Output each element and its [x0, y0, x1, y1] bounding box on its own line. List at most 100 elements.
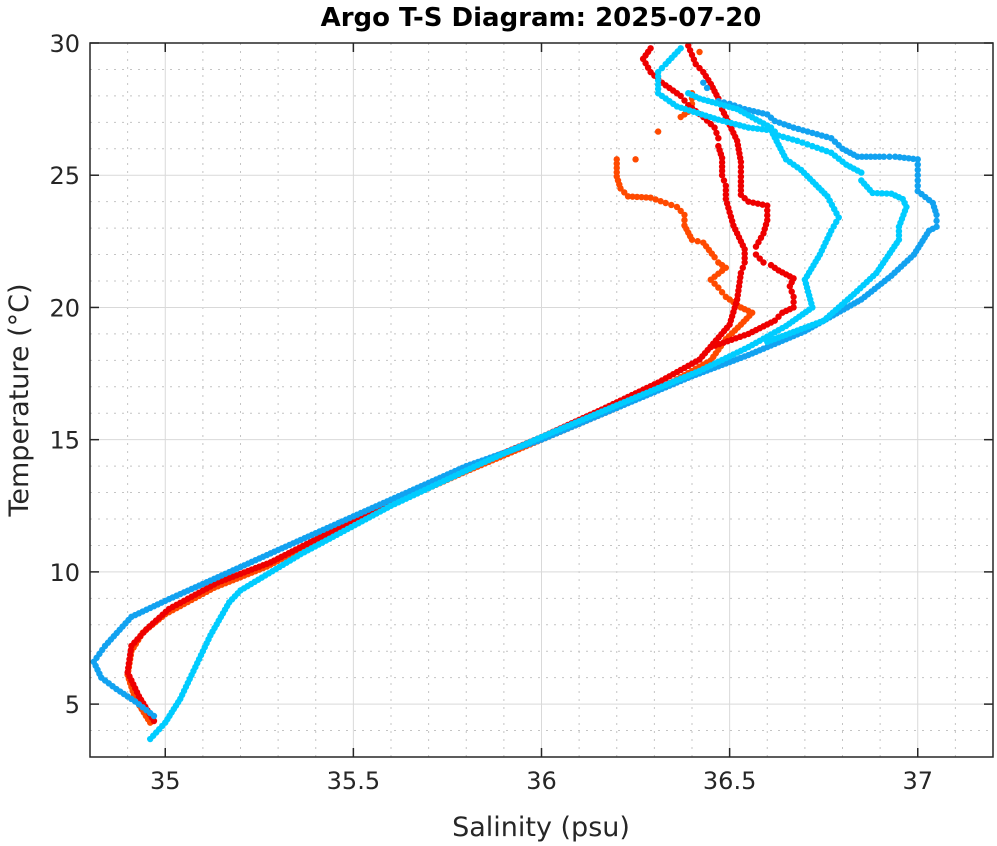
- y-tick-label: 20: [49, 294, 80, 322]
- data-point: [642, 194, 650, 201]
- axis-ticks: 35 35.5 36 36.5 37 5 10 15 20 25 30: [49, 30, 993, 795]
- data-point: [863, 153, 870, 160]
- data-point: [715, 135, 722, 142]
- data-point: [715, 259, 722, 266]
- data-point: [737, 182, 745, 190]
- data-point: [685, 90, 692, 97]
- data-point: [657, 198, 664, 205]
- data-point: [914, 187, 921, 195]
- data-point: [888, 190, 895, 197]
- data-point: [741, 259, 748, 266]
- data-point: [694, 238, 701, 245]
- data-point: [914, 166, 921, 174]
- x-tick-label: 36.5: [703, 767, 756, 795]
- data-point: [878, 190, 886, 197]
- y-tick-label: 30: [49, 30, 80, 58]
- data-point: [647, 45, 654, 52]
- data-point: [739, 264, 746, 271]
- data-point: [715, 284, 722, 291]
- data-point: [677, 45, 684, 52]
- data-point: [722, 191, 730, 198]
- data-point: [871, 153, 879, 160]
- data-point: [764, 207, 771, 214]
- y-tick-label: 15: [49, 427, 80, 455]
- data-point: [876, 153, 883, 160]
- data-point: [764, 216, 771, 224]
- data-point: [737, 187, 745, 194]
- data-point: [874, 189, 881, 197]
- data-point: [652, 196, 659, 203]
- y-axis-label: Temperature (°C): [4, 283, 35, 517]
- data-point: [613, 156, 620, 163]
- data-point: [638, 193, 645, 201]
- x-tick-label: 35: [150, 767, 181, 795]
- data-point: [790, 298, 797, 306]
- data-point: [914, 177, 921, 184]
- data-point: [737, 163, 745, 171]
- data-point: [790, 304, 797, 311]
- x-tick-label: 37: [902, 767, 933, 795]
- data-point: [722, 293, 730, 301]
- data-point: [788, 288, 795, 295]
- data-point: [662, 199, 669, 207]
- data-point: [633, 193, 641, 201]
- data-point: [737, 269, 745, 277]
- data-point: [775, 313, 782, 320]
- data-point: [720, 177, 728, 184]
- data-point: [933, 223, 940, 230]
- data-point: [696, 48, 703, 56]
- x-axis-label: Salinity (psu): [452, 812, 630, 843]
- data-point: [886, 153, 893, 160]
- y-tick-label: 10: [49, 559, 80, 587]
- data-point: [737, 191, 745, 198]
- data-point: [681, 222, 688, 229]
- data-point: [722, 182, 730, 189]
- data-point: [737, 173, 745, 180]
- data-point: [741, 250, 748, 257]
- data-point: [775, 132, 782, 139]
- data-point: [654, 68, 662, 76]
- data-point: [914, 161, 921, 168]
- data-point: [771, 128, 778, 135]
- data-point: [711, 280, 718, 287]
- data-points: [90, 42, 940, 743]
- data-point: [624, 193, 632, 200]
- data-point: [809, 142, 816, 150]
- data-point: [771, 317, 778, 324]
- data-point: [681, 216, 688, 224]
- series-profile-cyan: [147, 45, 910, 743]
- data-point: [713, 129, 720, 137]
- data-point: [756, 255, 763, 262]
- data-point: [700, 79, 707, 86]
- y-tick-label: 5: [65, 691, 80, 719]
- data-point: [767, 261, 775, 269]
- data-point: [715, 142, 722, 150]
- data-point: [658, 64, 666, 72]
- data-point: [668, 201, 675, 209]
- data-point: [891, 153, 899, 160]
- data-point: [722, 195, 730, 203]
- data-point: [677, 207, 684, 215]
- data-point: [933, 217, 940, 225]
- data-point: [858, 177, 865, 184]
- data-point: [741, 254, 748, 262]
- data-point: [700, 68, 707, 76]
- data-point: [883, 190, 890, 197]
- data-point: [804, 141, 811, 148]
- data-point: [673, 203, 681, 211]
- x-tick-label: 36: [526, 767, 557, 795]
- data-point: [696, 64, 703, 72]
- data-point: [799, 139, 806, 146]
- data-point: [764, 212, 771, 219]
- data-point: [760, 259, 767, 266]
- data-point: [737, 178, 745, 185]
- data-point: [681, 97, 688, 104]
- data-point: [647, 194, 654, 201]
- data-point: [718, 289, 726, 296]
- data-point: [867, 153, 874, 160]
- x-tick-label: 35.5: [327, 767, 380, 795]
- chart-title: Argo T-S Diagram: 2025-07-20: [321, 3, 762, 33]
- data-point: [703, 84, 711, 92]
- data-point: [632, 156, 639, 163]
